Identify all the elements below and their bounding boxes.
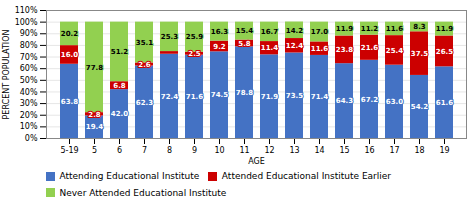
svg-text:70%: 70% — [20, 53, 38, 62]
html-text:Never Attended Educational Ins: Never Attended Educational Institute — [59, 187, 227, 198]
svg-text:18: 18 — [414, 146, 424, 155]
svg-text:54.2: 54.2 — [411, 103, 428, 111]
svg-text:11.9: 11.9 — [436, 25, 453, 33]
svg-text:12.4: 12.4 — [286, 42, 303, 50]
svg-text:9.2: 9.2 — [213, 43, 226, 51]
svg-text:35.1: 35.1 — [136, 39, 153, 47]
svg-text:5.8: 5.8 — [238, 40, 251, 48]
svg-text:13: 13 — [289, 146, 299, 155]
svg-text:37.5: 37.5 — [411, 50, 428, 58]
svg-text:2.8: 2.8 — [88, 111, 101, 119]
svg-text:6.8: 6.8 — [113, 82, 126, 90]
svg-text:0%: 0% — [25, 134, 38, 143]
svg-text:2.6: 2.6 — [138, 61, 151, 69]
svg-text:71.9: 71.9 — [261, 93, 278, 101]
html-text:Attended Educational Institute: Attended Educational Institute Earlier — [221, 171, 391, 182]
svg-text:25.3: 25.3 — [161, 33, 178, 41]
svg-text:19: 19 — [439, 146, 449, 155]
svg-text:7: 7 — [142, 146, 147, 155]
svg-text:16.7: 16.7 — [261, 28, 278, 36]
svg-text:PERCENT POPULATION: PERCENT POPULATION — [2, 30, 11, 120]
svg-text:10%: 10% — [20, 122, 38, 131]
svg-text:5: 5 — [92, 146, 97, 155]
svg-text:11.9: 11.9 — [336, 25, 353, 33]
svg-text:25.9: 25.9 — [186, 33, 203, 41]
svg-text:15: 15 — [339, 146, 349, 155]
svg-text:12: 12 — [264, 146, 274, 155]
svg-text:63.0: 63.0 — [386, 98, 403, 106]
svg-text:15.4: 15.4 — [236, 27, 253, 35]
svg-text:73.5: 73.5 — [286, 92, 303, 100]
svg-text:16.0: 16.0 — [61, 51, 78, 59]
svg-text:100%: 100% — [15, 18, 38, 27]
svg-text:90%: 90% — [20, 29, 38, 38]
svg-text:51.2: 51.2 — [111, 48, 128, 56]
svg-text:11.4: 11.4 — [261, 44, 278, 52]
svg-text:63.8: 63.8 — [61, 98, 78, 106]
html-text:Attending Educational Institut: Attending Educational Institute — [59, 171, 200, 182]
svg-text:26.5: 26.5 — [436, 48, 453, 56]
svg-text:72.4: 72.4 — [161, 93, 178, 101]
svg-text:61.6: 61.6 — [436, 99, 453, 107]
svg-text:77.8: 77.8 — [86, 64, 103, 72]
svg-text:64.3: 64.3 — [336, 97, 353, 105]
svg-text:19.4: 19.4 — [86, 123, 103, 131]
svg-text:11.2: 11.2 — [361, 25, 378, 33]
svg-text:42.0: 42.0 — [111, 110, 128, 118]
svg-text:67.2: 67.2 — [361, 96, 378, 104]
svg-text:30%: 30% — [20, 99, 38, 108]
svg-text:AGE: AGE — [248, 157, 265, 166]
svg-text:5-19: 5-19 — [60, 146, 78, 155]
svg-text:16.3: 16.3 — [211, 28, 228, 36]
svg-text:11.6: 11.6 — [311, 45, 328, 53]
svg-text:2.5: 2.5 — [188, 50, 201, 58]
svg-text:8: 8 — [167, 146, 172, 155]
svg-text:80%: 80% — [20, 41, 38, 50]
svg-text:25.4: 25.4 — [386, 47, 403, 55]
svg-text:74.5: 74.5 — [211, 91, 228, 99]
svg-text:6: 6 — [117, 146, 122, 155]
svg-text:60%: 60% — [20, 64, 38, 73]
svg-text:11: 11 — [239, 146, 249, 155]
svg-text:50%: 50% — [20, 76, 38, 85]
svg-text:21.6: 21.6 — [361, 44, 378, 52]
svg-text:23.8: 23.8 — [336, 46, 353, 54]
svg-text:71.6: 71.6 — [186, 93, 203, 101]
svg-text:14: 14 — [314, 146, 324, 155]
svg-text:16: 16 — [364, 146, 374, 155]
svg-text:8.3: 8.3 — [413, 23, 426, 31]
svg-text:10: 10 — [214, 146, 224, 155]
svg-text:17.0: 17.0 — [311, 28, 328, 36]
svg-text:20%: 20% — [20, 111, 38, 120]
svg-text:110%: 110% — [15, 6, 38, 15]
svg-text:14.2: 14.2 — [286, 27, 303, 35]
svg-text:20.2: 20.2 — [61, 30, 78, 38]
svg-text:11.6: 11.6 — [386, 25, 403, 33]
svg-text:78.8: 78.8 — [236, 89, 253, 97]
svg-text:62.3: 62.3 — [136, 98, 153, 106]
svg-text:40%: 40% — [20, 88, 38, 97]
svg-text:71.4: 71.4 — [311, 93, 328, 101]
svg-text:9: 9 — [192, 146, 197, 155]
svg-text:17: 17 — [389, 146, 399, 155]
